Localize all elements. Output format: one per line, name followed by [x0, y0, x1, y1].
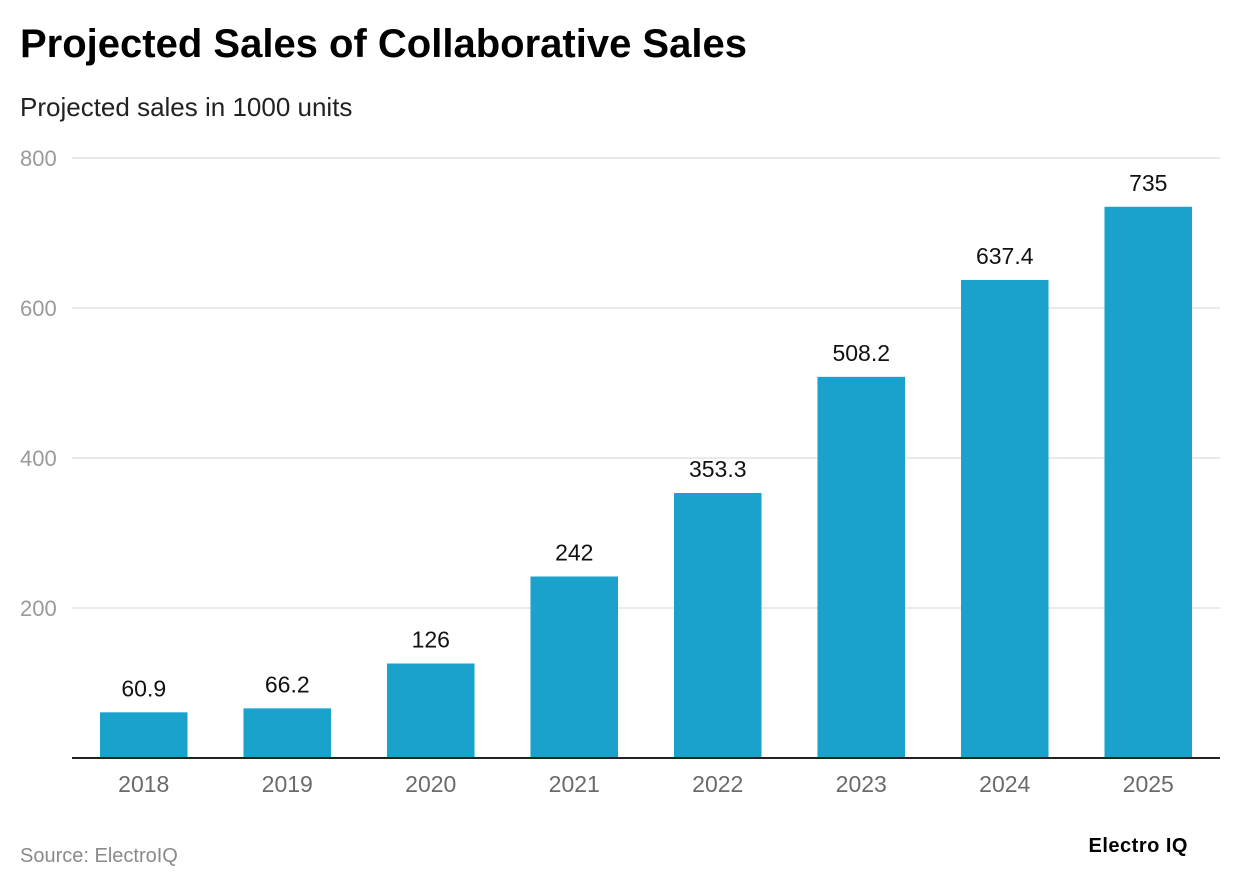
data-label: 60.9: [121, 675, 166, 701]
data-label: 637.4: [976, 243, 1034, 269]
bar-2019: [243, 708, 332, 758]
chart-subtitle: Projected sales in 1000 units: [20, 92, 353, 122]
brand-logo: Electro IQ: [1088, 835, 1188, 857]
data-label: 66.2: [265, 671, 310, 697]
bar-2022: [673, 493, 762, 758]
bar-chart: 200 400 600 800 60.9 2018 66.2 2019 126 2020 242 20…: [20, 146, 1220, 797]
x-tick-label: 2020: [405, 771, 456, 797]
y-tick-label: 200: [20, 596, 57, 621]
x-tick-label: 2023: [836, 771, 887, 797]
data-label: 508.2: [832, 340, 890, 366]
bar-2024: [960, 279, 1049, 758]
y-tick-label: 400: [20, 446, 57, 471]
x-tick-label: 2022: [692, 771, 743, 797]
bar-2025: [1104, 206, 1193, 758]
data-label: 126: [412, 627, 450, 653]
x-tick-label: 2021: [549, 771, 600, 797]
x-tick-label: 2019: [262, 771, 313, 797]
data-label: 735: [1129, 170, 1167, 196]
source-note: Source: ElectroIQ: [20, 845, 178, 867]
x-tick-label: 2025: [1123, 771, 1174, 797]
data-label: 353.3: [689, 456, 747, 482]
data-label: 242: [555, 540, 593, 566]
x-tick-label: 2024: [979, 771, 1030, 797]
bar-2023: [817, 376, 906, 758]
bar-2021: [530, 576, 619, 758]
y-tick-label: 800: [20, 146, 57, 171]
bar-2018: [99, 712, 188, 758]
chart-title: Projected Sales of Collaborative Sales: [20, 22, 747, 66]
x-tick-label: 2018: [118, 771, 169, 797]
bar-2020: [386, 663, 475, 758]
y-tick-label: 600: [20, 296, 57, 321]
